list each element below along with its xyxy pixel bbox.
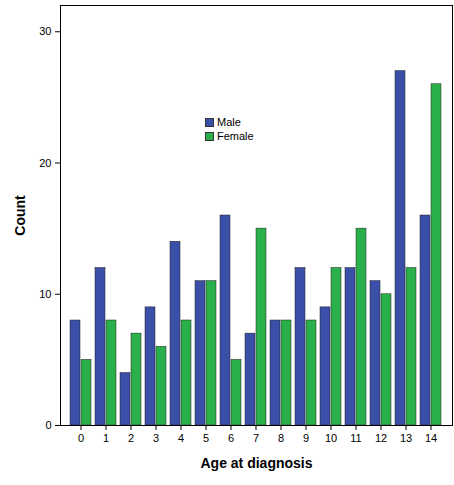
svg-text:4: 4 <box>178 432 184 444</box>
svg-text:13: 13 <box>400 432 412 444</box>
svg-text:7: 7 <box>253 432 259 444</box>
svg-text:14: 14 <box>425 432 437 444</box>
svg-text:12: 12 <box>375 432 387 444</box>
svg-text:Count: Count <box>12 195 28 236</box>
svg-text:8: 8 <box>278 432 284 444</box>
svg-text:10: 10 <box>39 288 51 300</box>
svg-text:5: 5 <box>203 432 209 444</box>
svg-text:3: 3 <box>153 432 159 444</box>
svg-text:0: 0 <box>45 419 51 431</box>
svg-text:6: 6 <box>228 432 234 444</box>
svg-text:0: 0 <box>78 432 84 444</box>
svg-text:9: 9 <box>303 432 309 444</box>
svg-text:20: 20 <box>39 157 51 169</box>
svg-text:30: 30 <box>39 25 51 37</box>
svg-text:11: 11 <box>350 432 361 444</box>
html-text:Male: Male <box>217 116 241 128</box>
svg-text:Age at diagnosis: Age at diagnosis <box>200 455 312 471</box>
html-text:Female: Female <box>217 130 254 142</box>
svg-text:10: 10 <box>325 432 337 444</box>
svg-text:1: 1 <box>103 432 109 444</box>
svg-text:2: 2 <box>128 432 134 444</box>
